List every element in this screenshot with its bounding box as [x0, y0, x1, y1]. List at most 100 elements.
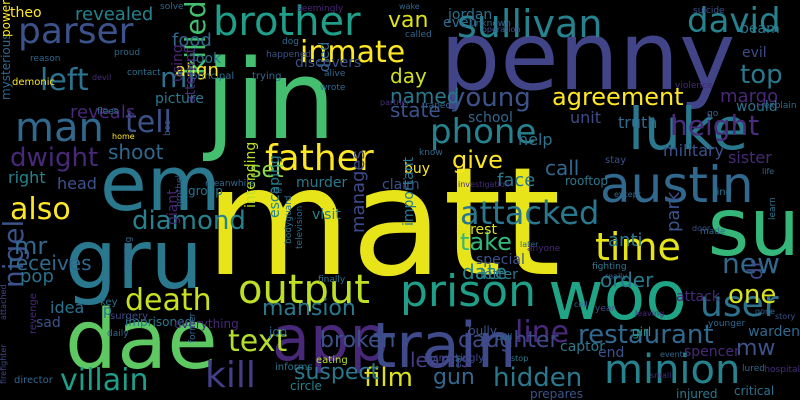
word-revealed: revealed	[75, 4, 154, 25]
word-everything: everything	[174, 317, 239, 331]
word-important: important	[401, 156, 417, 226]
word-phone: phone	[430, 112, 537, 152]
word-bodyguard: bodyguard	[284, 195, 294, 244]
word-p: p	[103, 303, 112, 319]
word-evil: evil	[742, 45, 767, 61]
word-attached: attached	[0, 284, 8, 320]
word-former: former	[188, 312, 198, 343]
word-margo: margo	[720, 86, 779, 107]
word-text: text	[228, 324, 288, 359]
word-door: door	[692, 224, 711, 233]
word-wrote: wrote	[320, 83, 346, 93]
word-later: later	[520, 240, 539, 249]
word-order: order	[600, 268, 654, 292]
word-cell: cell	[574, 300, 588, 309]
word-kill: kill	[205, 355, 256, 396]
word-dwight: dwight	[10, 143, 99, 173]
word-warden: warden	[748, 324, 800, 340]
word-contact: contact	[127, 68, 161, 78]
word-bully: bully	[468, 324, 497, 338]
word-mysterious: mysterious	[0, 33, 13, 100]
word-captor: captor	[560, 339, 605, 355]
word-picture: picture	[155, 91, 204, 107]
word-increasingly: increasingly	[424, 353, 485, 364]
word-broken: broken	[320, 328, 396, 353]
word-leaving: leaving	[635, 309, 665, 318]
word-receives: receives	[8, 251, 92, 275]
word-film: film	[364, 363, 413, 393]
word-brothel: brothel	[175, 175, 185, 207]
word-end: end	[598, 345, 625, 361]
word-raped: raped	[425, 101, 452, 111]
word-output: output	[238, 267, 370, 313]
word-mansion: mansion	[262, 296, 356, 321]
word-brother: brother	[213, 0, 361, 45]
word-intending: intending	[243, 141, 259, 208]
word-user: user	[700, 284, 779, 325]
word-claim: claim	[382, 177, 420, 193]
word-time: time	[595, 225, 681, 269]
word-hidden: hidden	[493, 363, 583, 393]
word-circle: circle	[290, 379, 322, 393]
word-right: right	[8, 168, 46, 187]
word-group: group	[188, 184, 223, 198]
word-mw: mw	[736, 336, 776, 361]
word-align: align	[175, 60, 219, 81]
word-dog: dog	[282, 37, 299, 47]
word-find: find	[713, 187, 732, 198]
word-minion: minion	[604, 347, 741, 393]
word-father: father	[265, 138, 374, 179]
word-set: set	[250, 158, 284, 183]
word-unknown: unknown	[470, 19, 511, 29]
word-explain: explain	[764, 101, 797, 111]
word-woo: woo	[548, 257, 687, 336]
word-arrest: arrest	[456, 222, 497, 238]
word-pull: pull	[496, 333, 513, 343]
word-daughter: daughter	[458, 328, 559, 353]
word-younger: younger	[708, 319, 746, 329]
word-happened: happened	[266, 50, 312, 60]
word-life: life	[762, 167, 775, 176]
word-learn: learn	[768, 197, 778, 220]
word-hospital: hospital	[764, 365, 800, 375]
word-prison: prison	[400, 266, 536, 317]
word-violence: violence	[675, 81, 713, 91]
word-line: line	[515, 315, 570, 350]
word-spencer: spencer	[684, 344, 740, 360]
word-really: really	[605, 272, 628, 281]
word-austin: austin	[600, 156, 754, 214]
word-david: david	[687, 1, 781, 41]
word-seemingly: seemingly	[297, 4, 344, 14]
word-bos: bos	[163, 120, 173, 136]
word-reveals: reveals	[70, 102, 136, 123]
word-firefighter: firefighter	[0, 344, 8, 384]
word-surgery: surgery	[110, 311, 149, 322]
word-operation: operation	[482, 25, 521, 34]
word-buy: buy	[404, 161, 431, 177]
word-power: power	[0, 0, 13, 38]
word-revenge: revenge	[28, 293, 39, 334]
word-unit: unit	[570, 108, 601, 127]
word-devil: devil	[92, 73, 112, 82]
word-sister: sister	[728, 148, 772, 167]
word-shoot: shoot	[108, 140, 164, 164]
word-beam: beam	[740, 21, 780, 37]
word-villain: villain	[60, 363, 149, 398]
word-mi: mi	[160, 61, 196, 94]
word-pop: pop	[20, 266, 54, 287]
word-anti: anti	[608, 230, 643, 251]
word-meanwhile: meanwhile	[205, 179, 255, 189]
word-called: called	[405, 30, 432, 40]
word-em: em	[100, 139, 221, 228]
word-jordan: jordan	[448, 7, 493, 23]
word-critical: critical	[734, 384, 775, 398]
word-restaurant: restaurant	[578, 320, 714, 350]
word-app: app	[272, 302, 389, 375]
word-finally: finally	[318, 275, 346, 285]
word-diamond: diamond	[132, 206, 246, 236]
word-imprisoned: imprisoned	[125, 315, 193, 329]
word-one: one	[728, 280, 777, 310]
word-home: home	[112, 132, 135, 141]
word-height: height	[670, 109, 760, 142]
word-truth: truth	[618, 113, 658, 132]
